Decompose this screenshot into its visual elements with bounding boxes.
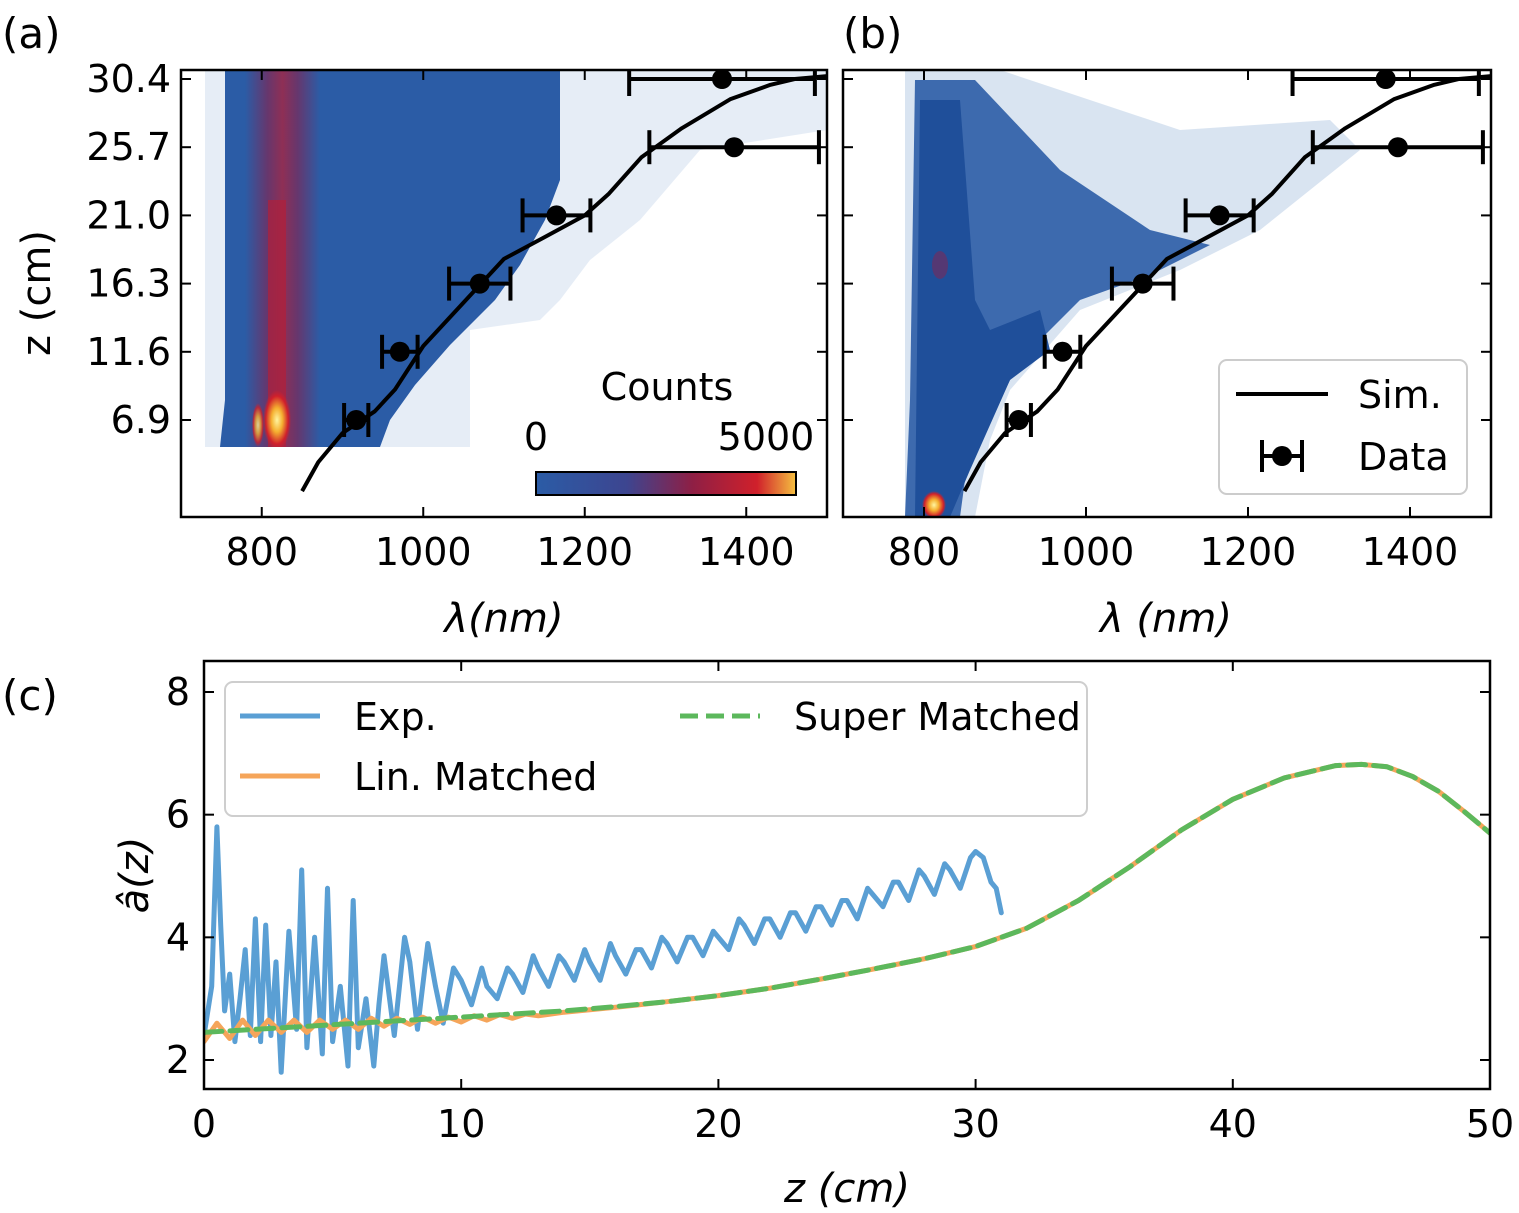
data-point (346, 410, 367, 430)
data-point (1052, 341, 1073, 362)
colorbar-label: Counts (601, 365, 734, 409)
panel-a-heatmap (181, 70, 827, 517)
panel-a-label: (a) (2, 9, 61, 58)
x-tick-label: 1000 (1038, 530, 1135, 574)
data-point (724, 137, 745, 158)
legend-super-label: Super Matched (794, 695, 1081, 739)
y-tick-label: 25.7 (86, 125, 171, 169)
heatmap-b-warm (932, 251, 948, 279)
colorbar-min-label: 0 (524, 415, 548, 459)
panel-b-label: (b) (843, 9, 902, 58)
panel-c-frame (202, 659, 1492, 1091)
data-point (1209, 205, 1230, 226)
legend-data-marker (1272, 446, 1292, 466)
y-tick-label: 11.6 (86, 330, 171, 374)
panel-b-frame (841, 68, 1493, 519)
heatmap-a-hotspot-2 (252, 403, 264, 447)
x-tick-label: 50 (1466, 1102, 1514, 1146)
colorbar-max-label: 5000 (718, 415, 815, 459)
panel-a: 800 1000 1200 1400 6.9 11.6 16.3 21.0 25.7 30.4 C… (2, 9, 829, 642)
series-super-matched (204, 761, 1490, 1035)
panel-b-heatmap (905, 70, 1360, 517)
x-tick-label: 800 (225, 530, 298, 574)
data-point (712, 70, 733, 89)
panel-b-marks (962, 70, 1491, 493)
legend-data-label: Data (1358, 435, 1449, 479)
x-tick-label: 800 (888, 530, 961, 574)
y-tick-label: 16.3 (86, 262, 171, 306)
y-tick-label: 6.9 (111, 398, 171, 442)
data-point (389, 341, 410, 362)
x-tick-label: 40 (1209, 1102, 1257, 1146)
data-point (1132, 273, 1153, 294)
x-tick-label: 10 (437, 1102, 485, 1146)
x-tick-label: 1200 (1200, 530, 1297, 574)
y-tick-label: 8 (166, 670, 190, 714)
heatmap-b-hotspot (922, 491, 946, 517)
legend-sim-label: Sim. (1358, 373, 1442, 417)
x-tick-label: 1000 (375, 530, 472, 574)
data-point (1387, 137, 1408, 158)
panel-a-xlabel: λ(nm) (442, 596, 563, 642)
y-tick-label: 30.4 (86, 57, 171, 101)
panel-c-lines (204, 761, 1490, 1075)
x-tick-label: 0 (192, 1102, 216, 1146)
x-tick-label: 1400 (1362, 530, 1459, 574)
panel-c-ylabel: â(z) (112, 837, 158, 914)
y-tick-label: 2 (166, 1038, 190, 1082)
x-tick-label: 20 (694, 1102, 742, 1146)
y-tick-label: 6 (166, 793, 190, 837)
x-tick-label: 1400 (698, 530, 795, 574)
panel-b-xlabel: λ (nm) (1098, 596, 1232, 642)
panel-a-ticks: 800 1000 1200 1400 6.9 11.6 16.3 21.0 25.7 30.4 (86, 57, 827, 574)
colorbar (535, 471, 797, 496)
data-point (469, 273, 490, 294)
data-point (1008, 410, 1029, 430)
panel-b-legend: Sim. Data (1218, 359, 1468, 495)
legend-lin-label: Lin. Matched (354, 755, 597, 799)
data-point (1375, 70, 1396, 89)
heatmap-a-hotspot (263, 390, 291, 450)
data-point (546, 205, 567, 226)
panel-b-ticks: 800 1000 1200 1400 (843, 70, 1491, 574)
panel-c-xlabel: z (cm) (783, 1166, 910, 1212)
heatmap-b-core (915, 100, 1050, 517)
panel-c-label: (c) (2, 671, 58, 720)
panel-c: 0 10 20 30 40 50 2 4 6 8 Exp. Lin. Matched Super … (2, 659, 1514, 1212)
legend-box (224, 681, 1088, 817)
panel-b: 800 1000 1200 1400 Sim. Data λ (nm) (b) (841, 9, 1493, 642)
panel-a-marks (300, 70, 827, 493)
x-tick-label: 1200 (536, 530, 633, 574)
panel-a-frame (179, 68, 829, 519)
series-exp (204, 824, 1004, 1075)
panel-a-ylabel: z (cm) (14, 230, 60, 356)
heatmap-a-streak-core (268, 200, 286, 447)
legend-exp-label: Exp. (354, 695, 437, 739)
x-tick-label: 30 (951, 1102, 999, 1146)
y-tick-label: 21.0 (86, 193, 171, 237)
panel-c-legend: Exp. Lin. Matched Super Matched (224, 681, 1088, 817)
panel-c-ticks: 0 10 20 30 40 50 2 4 6 8 (166, 661, 1514, 1146)
y-tick-label: 4 (166, 915, 190, 959)
